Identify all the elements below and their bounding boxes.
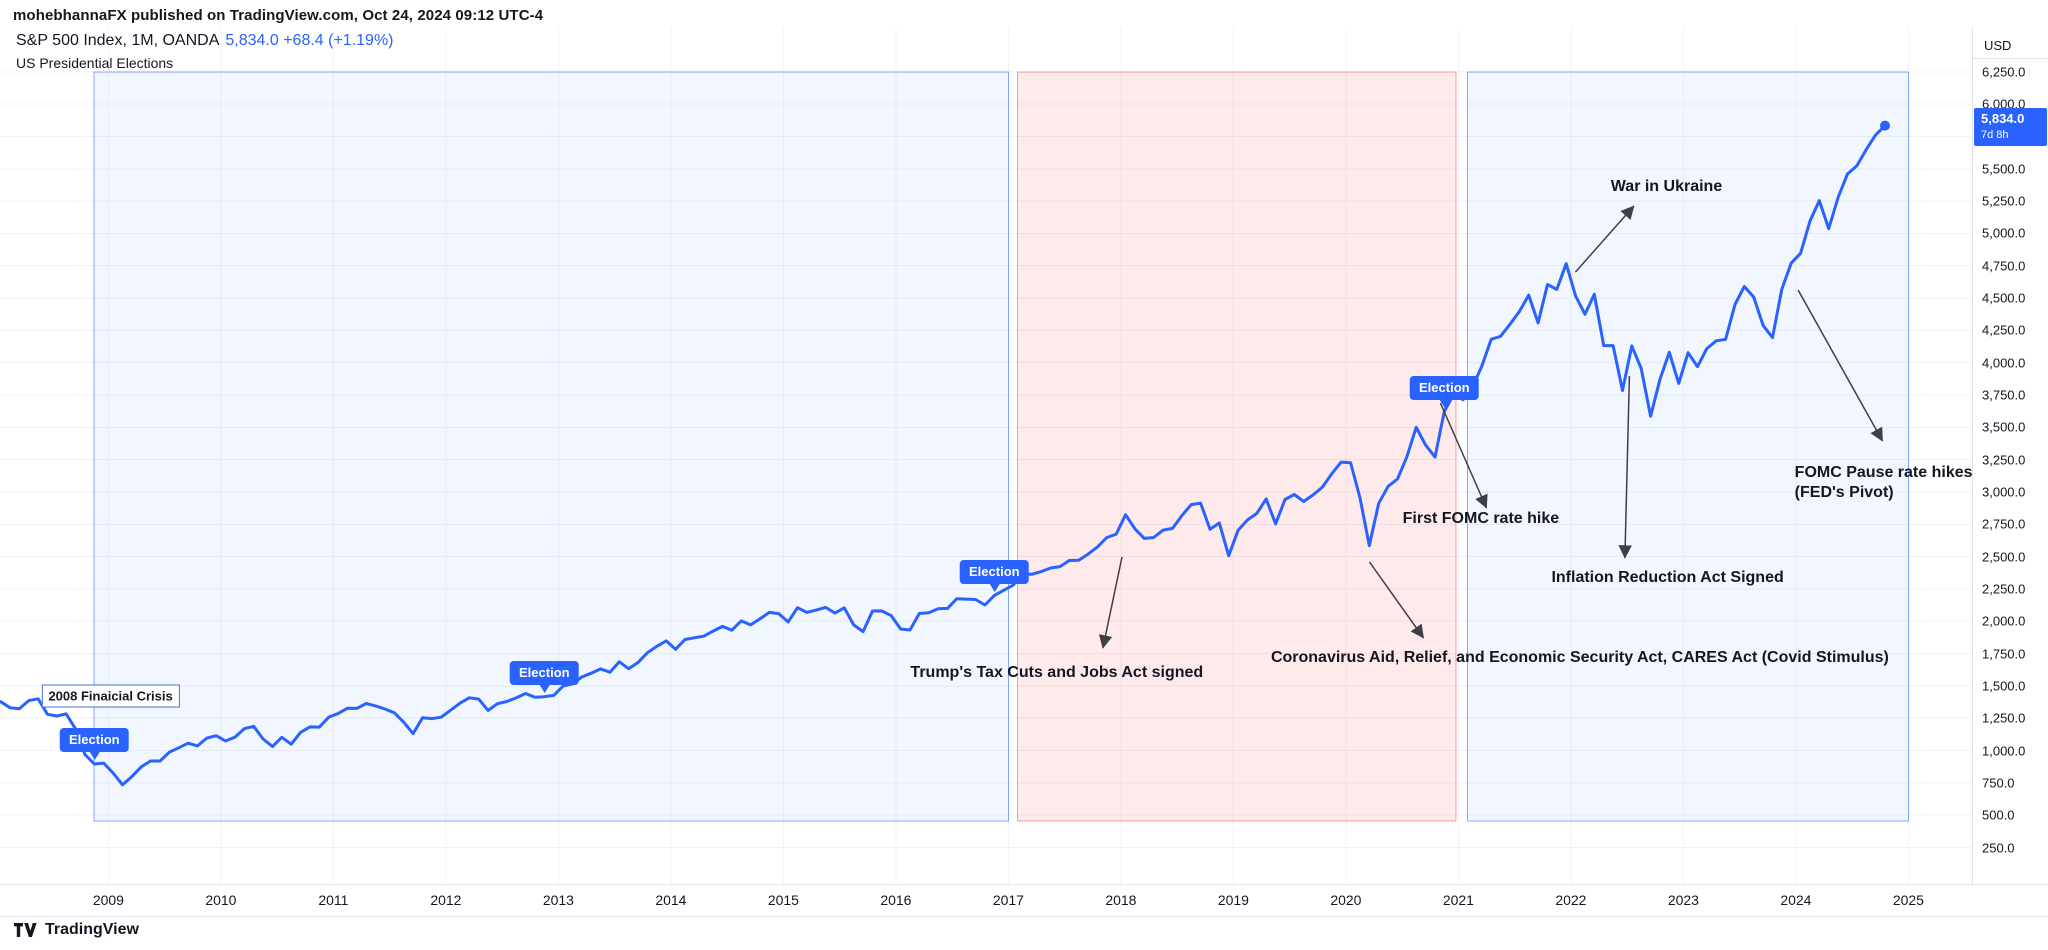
time-tick-2024: 2024 xyxy=(1780,892,1812,908)
footer: TradingView xyxy=(14,921,139,939)
cares-act-arrow[interactable] xyxy=(1368,561,1425,639)
price-tick-22500: 2,250.0 xyxy=(1982,581,2026,597)
price-tick-35000: 3,500.0 xyxy=(1982,419,2026,435)
price-tick-47500: 4,750.0 xyxy=(1982,258,2026,274)
symbol-legend: S&P 500 Index, 1M, OANDA 5,834.0 +68.4 (+… xyxy=(16,32,394,71)
time-tick-2023: 2023 xyxy=(1667,892,1699,908)
cares-act-label[interactable]: Coronavirus Aid, Relief, and Economic Se… xyxy=(1270,649,1889,666)
price-tick-5000: 500.0 xyxy=(1982,807,2015,823)
time-tick-2022: 2022 xyxy=(1555,892,1587,908)
price-tick-10000: 1,000.0 xyxy=(1982,743,2026,758)
price-tick-37500: 3,750.0 xyxy=(1982,387,2026,403)
tradingview-brand[interactable]: TradingView xyxy=(45,921,139,938)
legend-row: S&P 500 Index, 1M, OANDA 5,834.0 +68.4 (+… xyxy=(16,32,394,50)
publisher-line: mohebhannaFX published on TradingView.co… xyxy=(13,7,544,24)
price-tick-50000: 5,000.0 xyxy=(1982,225,2026,241)
price-tag-value: 5,834.0 xyxy=(1981,111,2025,126)
last-price-dot xyxy=(1880,120,1890,131)
inflation-reduction-act-arrow[interactable] xyxy=(1618,375,1632,559)
trump-term-span[interactable] xyxy=(1016,71,1457,822)
tradingview-logo-icon[interactable] xyxy=(14,922,38,938)
election-marker-2020[interactable]: Election xyxy=(1410,375,1479,400)
symbol-title[interactable]: S&P 500 Index, 1M, OANDA xyxy=(16,32,220,49)
chart-subtitle: US Presidential Elections xyxy=(16,55,174,71)
time-tick-2009: 2009 xyxy=(92,892,124,908)
price-tick-17500: 1,750.0 xyxy=(1982,646,2026,662)
bar-countdown: 7d 8h xyxy=(1981,128,2009,141)
inflation-reduction-act-label[interactable]: Inflation Reduction Act Signed xyxy=(1551,568,1784,586)
price-tick-30000: 3,000.0 xyxy=(1982,484,2026,500)
price-tick-2500: 250.0 xyxy=(1982,840,2015,855)
legend-last-price: 5,834.0 xyxy=(225,32,279,49)
war-in-ukraine-arrow[interactable] xyxy=(1574,205,1635,273)
time-tick-2021: 2021 xyxy=(1442,892,1474,908)
price-tick-62500: 6,250.0 xyxy=(1982,64,2026,80)
price-tick-20000: 2,000.0 xyxy=(1982,613,2026,629)
first-fomc-rate-hike-label[interactable]: First FOMC rate hike xyxy=(1402,510,1560,527)
price-tick-15000: 1,500.0 xyxy=(1982,678,2026,694)
price-tick-55000: 5,500.0 xyxy=(1982,161,2026,177)
time-tick-2016: 2016 xyxy=(880,892,912,908)
time-tick-2020: 2020 xyxy=(1330,892,1362,908)
price-tick-52500: 5,250.0 xyxy=(1982,193,2026,209)
trump-tax-cuts-arrow[interactable] xyxy=(1098,556,1123,649)
currency-label: USD xyxy=(1984,38,2012,53)
time-tick-2013: 2013 xyxy=(542,892,574,908)
price-tick-32500: 3,250.0 xyxy=(1982,452,2026,468)
fomc-pause-arrow[interactable] xyxy=(1797,289,1884,442)
election-marker-2008[interactable]: Election xyxy=(60,728,129,752)
election-marker-2012[interactable]: Election xyxy=(510,660,579,685)
time-tick-2014: 2014 xyxy=(655,892,687,908)
time-tick-2018: 2018 xyxy=(1105,892,1137,908)
war-in-ukraine-label[interactable]: War in Ukraine xyxy=(1610,178,1723,195)
fomc-pause-label[interactable]: FOMC Pause rate hikes (FED's Pivot) xyxy=(1794,464,1973,501)
time-tick-2012: 2012 xyxy=(430,892,462,908)
financial-crisis-label[interactable]: 2008 Finaicial Crisis xyxy=(41,684,180,708)
price-tick-12500: 1,250.0 xyxy=(1982,710,2026,726)
price-tick-25000: 2,500.0 xyxy=(1982,549,2026,565)
biden-term-span[interactable] xyxy=(1466,71,1909,822)
last-price-tag: 5,834.0 7d 8h xyxy=(1974,108,2047,147)
time-tick-2025: 2025 xyxy=(1892,892,1924,908)
time-tick-2015: 2015 xyxy=(767,892,799,908)
price-tick-27500: 2,750.0 xyxy=(1982,516,2026,532)
time-tick-2011: 2011 xyxy=(318,892,349,908)
price-tick-60000: 6,000.0 xyxy=(1982,96,2026,112)
time-tick-2019: 2019 xyxy=(1217,892,1249,908)
legend-change: +68.4 (+1.19%) xyxy=(283,32,394,49)
trump-tax-cuts-label[interactable]: Trump's Tax Cuts and Jobs Act signed xyxy=(910,664,1204,681)
price-tick-45000: 4,500.0 xyxy=(1982,290,2026,306)
obama-terms-span[interactable] xyxy=(93,71,1009,822)
election-marker-2016[interactable]: Election xyxy=(960,559,1029,584)
price-tick-40000: 4,000.0 xyxy=(1982,355,2026,371)
price-tick-7500: 750.0 xyxy=(1982,775,2015,791)
first-fomc-rate-hike-arrow[interactable] xyxy=(1439,402,1488,509)
price-tick-42500: 4,250.0 xyxy=(1982,322,2026,338)
time-tick-2010: 2010 xyxy=(205,892,237,908)
price-line[interactable] xyxy=(0,124,1887,787)
time-tick-2017: 2017 xyxy=(992,892,1024,908)
